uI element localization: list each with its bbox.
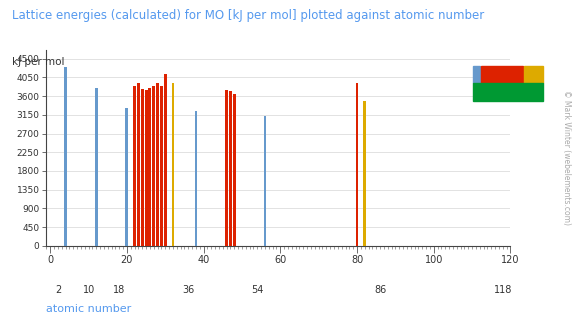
Bar bbox=[263, 116, 266, 246]
Bar bbox=[144, 90, 147, 246]
Bar bbox=[172, 83, 175, 246]
Bar bbox=[64, 67, 67, 246]
Text: 18: 18 bbox=[113, 284, 125, 295]
Text: © Mark Winter (webelements.com): © Mark Winter (webelements.com) bbox=[562, 90, 571, 225]
Bar bbox=[194, 111, 197, 246]
Bar bbox=[141, 89, 144, 246]
Text: 36: 36 bbox=[182, 284, 194, 295]
Bar bbox=[229, 91, 232, 246]
Bar bbox=[225, 90, 228, 246]
Text: kJ per mol: kJ per mol bbox=[12, 57, 64, 67]
Text: 10: 10 bbox=[82, 284, 95, 295]
Bar bbox=[164, 74, 166, 246]
Text: Lattice energies (calculated) for MO [kJ per mol] plotted against atomic number: Lattice energies (calculated) for MO [kJ… bbox=[12, 9, 484, 22]
Bar bbox=[137, 83, 140, 246]
Bar bbox=[363, 101, 366, 246]
Text: 86: 86 bbox=[374, 284, 386, 295]
Bar bbox=[153, 86, 155, 246]
Bar bbox=[95, 88, 97, 246]
Bar bbox=[160, 86, 163, 246]
Text: atomic number: atomic number bbox=[46, 304, 132, 314]
Text: 118: 118 bbox=[494, 284, 512, 295]
Bar bbox=[156, 83, 159, 246]
Bar bbox=[125, 108, 128, 246]
Text: 2: 2 bbox=[55, 284, 61, 295]
Text: 54: 54 bbox=[251, 284, 263, 295]
Bar bbox=[356, 83, 358, 246]
Bar bbox=[133, 87, 136, 246]
Bar bbox=[233, 94, 235, 246]
Bar bbox=[148, 88, 151, 246]
